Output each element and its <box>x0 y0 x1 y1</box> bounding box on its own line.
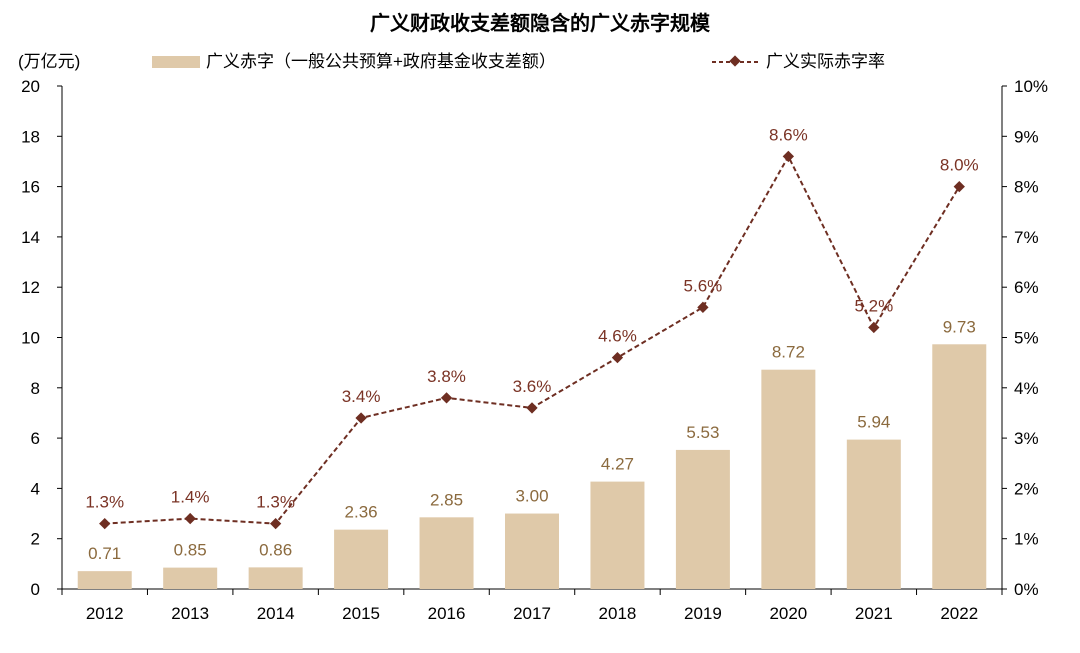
y2-tick-label: 9% <box>1014 127 1039 146</box>
bar-2012 <box>77 571 132 589</box>
x-tick-label: 2020 <box>769 604 807 623</box>
legend-bar-swatch <box>152 56 200 68</box>
y2-tick-label: 5% <box>1014 329 1039 348</box>
y-tick-label: 4 <box>31 479 40 498</box>
bar-value-label: 8.72 <box>772 343 805 362</box>
line-value-label: 5.6% <box>684 276 723 295</box>
y-axis-unit-label: (万亿元) <box>18 52 80 71</box>
bar-2013 <box>163 567 218 589</box>
line-point-2015 <box>355 412 367 424</box>
line-point-2016 <box>440 392 453 404</box>
x-tick-label: 2015 <box>342 604 380 623</box>
y2-tick-label: 7% <box>1014 228 1039 247</box>
line-value-label: 4.6% <box>598 327 637 346</box>
line-point-2013 <box>184 512 196 525</box>
chart-title: 广义财政收支差额隐含的广义赤字规模 <box>370 11 711 35</box>
x-tick-label: 2018 <box>599 604 637 623</box>
x-tick-label: 2012 <box>86 604 124 623</box>
bar-2015 <box>334 529 389 589</box>
bar-value-label: 0.85 <box>174 541 207 560</box>
y-tick-label: 8 <box>31 379 40 398</box>
bar-2021 <box>846 439 901 589</box>
line-series-rate <box>104 154 961 525</box>
bar-value-label: 2.85 <box>430 490 463 509</box>
bar-value-label: 5.94 <box>857 413 890 432</box>
line-point-2012 <box>99 517 111 530</box>
line-point-2021 <box>868 321 880 334</box>
bar-2020 <box>761 369 816 589</box>
x-tick-label: 2014 <box>257 604 295 623</box>
x-tick-label: 2013 <box>171 604 209 623</box>
y2-tick-label: 4% <box>1014 379 1039 398</box>
bar-value-label: 9.73 <box>943 317 976 336</box>
y2-tick-label: 3% <box>1014 429 1039 448</box>
line-point-2022 <box>953 180 965 193</box>
x-tick-label: 2017 <box>513 604 551 623</box>
bar-value-label: 2.36 <box>345 503 378 522</box>
line-point-2019 <box>697 301 709 313</box>
bar-value-label: 4.27 <box>601 455 634 474</box>
bar-value-label: 3.00 <box>515 487 548 506</box>
y2-tick-label: 8% <box>1014 178 1039 197</box>
legend-line-marker <box>729 55 741 67</box>
line-value-label: 3.4% <box>342 387 381 406</box>
y2-tick-label: 10% <box>1014 77 1048 96</box>
y-tick-label: 12 <box>21 278 40 297</box>
y-tick-label: 16 <box>21 178 40 197</box>
bar-value-label: 0.71 <box>88 544 121 563</box>
x-tick-label: 2016 <box>428 604 466 623</box>
bar-value-label: 5.53 <box>686 423 719 442</box>
line-point-2018 <box>611 351 624 364</box>
y-tick-label: 6 <box>31 429 40 448</box>
bar-2018 <box>590 481 645 589</box>
line-value-label: 3.6% <box>513 377 552 396</box>
bar-2017 <box>505 513 559 589</box>
line-value-label: 1.4% <box>171 488 210 507</box>
legend-line-label: 广义实际赤字率 <box>766 52 885 71</box>
line-value-label: 8.0% <box>940 156 979 175</box>
y2-tick-label: 6% <box>1014 278 1039 297</box>
line-point-2017 <box>526 402 538 414</box>
x-tick-label: 2021 <box>855 604 893 623</box>
y-tick-label: 0 <box>31 580 40 599</box>
line-value-label: 5.2% <box>854 296 893 315</box>
y-tick-label: 2 <box>31 530 40 549</box>
bar-2019 <box>675 449 730 589</box>
y2-tick-label: 2% <box>1014 479 1039 498</box>
line-value-label: 8.6% <box>769 125 808 144</box>
y-tick-label: 18 <box>21 127 40 146</box>
x-tick-label: 2022 <box>940 604 978 623</box>
bar-value-label: 0.86 <box>259 540 292 559</box>
legend-bar-label: 广义赤字（一般公共预算+政府基金收支差额） <box>206 52 556 71</box>
bar-2022 <box>932 344 987 589</box>
bar-2016 <box>419 517 474 589</box>
line-point-2014 <box>269 517 282 530</box>
y2-tick-label: 1% <box>1014 530 1039 549</box>
line-value-label: 3.8% <box>427 367 466 386</box>
x-tick-label: 2019 <box>684 604 722 623</box>
line-point-2020 <box>782 150 795 163</box>
y-tick-label: 20 <box>21 77 40 96</box>
y2-tick-label: 0% <box>1014 580 1039 599</box>
line-value-label: 1.3% <box>85 493 124 512</box>
bar-2014 <box>248 567 303 589</box>
y-tick-label: 14 <box>21 228 40 247</box>
line-value-label: 1.3% <box>256 493 295 512</box>
y-tick-label: 10 <box>21 329 40 348</box>
